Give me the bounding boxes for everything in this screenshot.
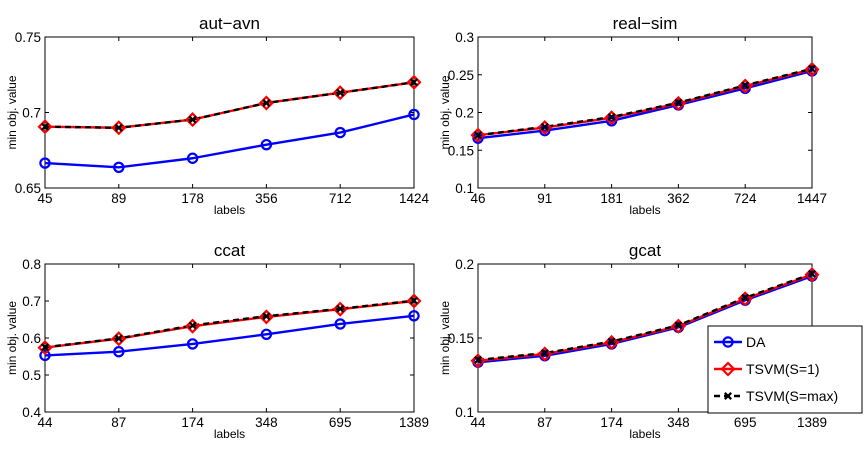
x-tick-label: 178: [181, 191, 204, 206]
x-tick-label: 348: [255, 415, 278, 430]
y-axis-label: min obj. value: [5, 301, 19, 375]
x-tick-label: 89: [111, 191, 126, 206]
x-tick-label: 362: [667, 191, 690, 206]
x-tick-label: 356: [255, 191, 278, 206]
y-tick-label: 0.6: [22, 331, 41, 346]
y-tick-label: 0.2: [455, 257, 474, 272]
x-tick-label: 724: [734, 191, 757, 206]
x-axis-label: labels: [629, 203, 660, 217]
chart-panel: ccat 0.4 0.5 0.6 0.7 0.8 44 87 174 348 695 1389 labe…: [5, 241, 429, 441]
legend: DA TSVM(S=1) TSVM(S=max): [708, 326, 862, 413]
x-tick-label: 695: [734, 415, 757, 430]
x-tick-label: 712: [329, 191, 352, 206]
y-tick-label: 0.75: [15, 30, 41, 45]
x-tick-label: 1389: [399, 415, 429, 430]
y-tick-label: 0.2: [455, 106, 474, 121]
chart-title: ccat: [214, 241, 245, 260]
y-axis-label: min obj. value: [5, 75, 19, 149]
x-tick-label: 1389: [797, 415, 827, 430]
x-tick-label: 46: [470, 191, 485, 206]
series-line: [45, 114, 414, 167]
legend-label: TSVM(S=max): [746, 388, 838, 404]
x-tick-label: 174: [600, 415, 623, 430]
y-tick-label: 0.7: [22, 294, 41, 309]
x-tick-label: 181: [600, 191, 623, 206]
x-tick-label: 44: [470, 415, 486, 430]
x-tick-label: 87: [537, 415, 552, 430]
series-line: [478, 69, 812, 135]
chart-panel: real−sim 0.1 0.15 0.2 0.25 0.3 46 91 181 362 724 14…: [438, 14, 827, 217]
legend-label: TSVM(S=1): [746, 361, 820, 377]
series-line: [45, 82, 414, 127]
x-tick-label: 44: [37, 415, 53, 430]
x-tick-label: 91: [537, 191, 552, 206]
x-tick-label: 87: [111, 415, 126, 430]
y-tick-label: 0.5: [22, 368, 41, 383]
x-tick-label: 1424: [399, 191, 430, 206]
x-tick-label: 174: [181, 415, 204, 430]
x-tick-label: 45: [37, 191, 52, 206]
x-axis-label: labels: [629, 427, 660, 441]
x-axis-label: labels: [214, 203, 245, 217]
chart-title: real−sim: [613, 14, 678, 33]
y-tick-label: 0.7: [22, 106, 41, 121]
series-line: [478, 69, 812, 135]
x-tick-label: 348: [667, 415, 690, 430]
y-tick-label: 0.8: [22, 257, 41, 272]
y-axis-label: min obj. value: [438, 301, 452, 375]
chart-title: aut−avn: [199, 14, 260, 33]
y-tick-label: 0.3: [455, 30, 474, 45]
legend-label: DA: [746, 334, 766, 350]
x-tick-label: 695: [329, 415, 352, 430]
x-axis-label: labels: [214, 427, 245, 441]
y-axis-label: min obj. value: [438, 75, 452, 149]
chart-title: gcat: [629, 241, 661, 260]
x-tick-label: 1447: [797, 191, 827, 206]
chart-panel: aut−avn 0.65 0.7 0.75 45 89 178 356 712 1424 label…: [5, 14, 430, 217]
